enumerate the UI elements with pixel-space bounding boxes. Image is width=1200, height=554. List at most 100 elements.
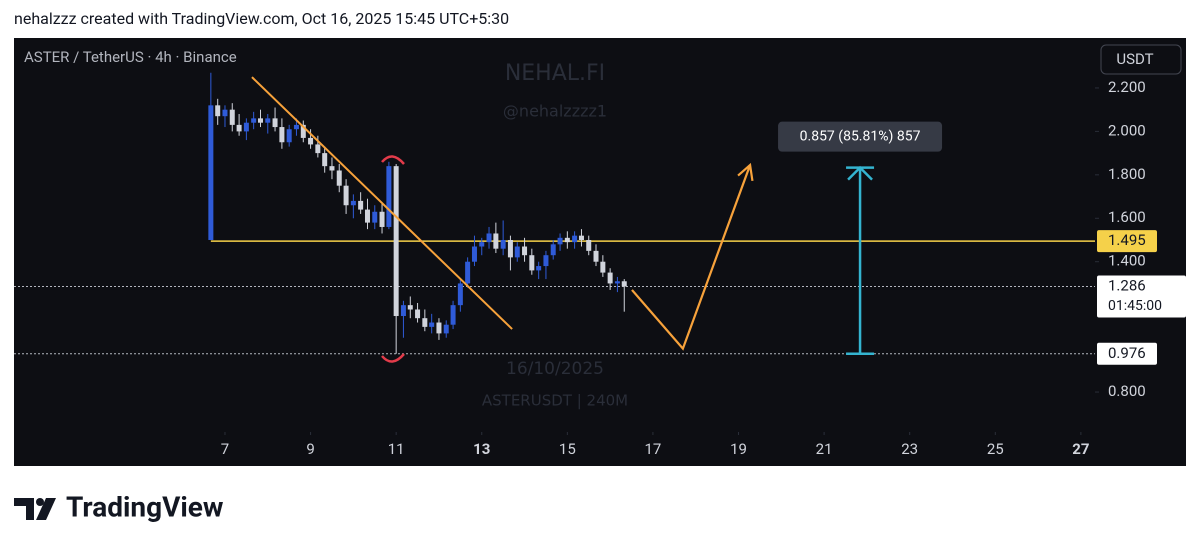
measure-arrowhead bbox=[847, 165, 873, 181]
candle-body bbox=[536, 266, 542, 271]
candle-body bbox=[215, 105, 221, 117]
candle-body bbox=[450, 305, 456, 325]
x-tick-label: 19 bbox=[730, 440, 747, 458]
candle-body bbox=[429, 322, 435, 327]
y-tick-label: 2.000 bbox=[1108, 121, 1146, 139]
candle-body bbox=[593, 250, 599, 262]
candle-body bbox=[322, 153, 328, 167]
candle-body bbox=[471, 246, 477, 262]
y-tick-label: 2.200 bbox=[1108, 78, 1146, 96]
candle-body bbox=[222, 109, 228, 117]
candle-body bbox=[272, 118, 278, 128]
candle-body bbox=[422, 318, 428, 327]
price-tag-label: 1.495 bbox=[1108, 231, 1146, 249]
candle-body bbox=[507, 239, 513, 258]
candle-body bbox=[293, 124, 299, 130]
y-tick-label: 1.400 bbox=[1108, 252, 1146, 270]
candle-body bbox=[457, 283, 463, 306]
x-tick-label: 7 bbox=[221, 440, 229, 458]
price-tag bbox=[1097, 342, 1157, 365]
candle-body bbox=[586, 239, 592, 251]
candle-body bbox=[257, 118, 263, 123]
x-tick-label: 25 bbox=[987, 440, 1004, 458]
candle-body bbox=[564, 237, 570, 243]
candle-body bbox=[336, 170, 342, 186]
x-tick-label: 9 bbox=[306, 440, 314, 458]
attribution: nehalzzz created with TradingView.com, O… bbox=[14, 9, 509, 28]
candle-body bbox=[251, 118, 257, 123]
candle-body bbox=[607, 272, 613, 284]
candle-body bbox=[343, 185, 349, 206]
candle-body bbox=[329, 166, 335, 171]
candle-body bbox=[308, 137, 314, 145]
candle-body bbox=[379, 211, 385, 227]
candle-body bbox=[465, 261, 471, 284]
candle-body bbox=[529, 255, 535, 271]
candle-body bbox=[386, 166, 392, 227]
x-tick-label: 23 bbox=[901, 440, 918, 458]
candle-body bbox=[572, 235, 578, 243]
candle-body bbox=[557, 237, 563, 245]
candle-body bbox=[364, 209, 370, 223]
y-tick-label: 0.800 bbox=[1108, 382, 1146, 400]
watermark: 16/10/2025 bbox=[506, 359, 604, 379]
price-tag bbox=[1097, 230, 1157, 253]
candle-body bbox=[415, 309, 421, 319]
candle-body bbox=[614, 281, 620, 284]
candle-body bbox=[350, 200, 356, 206]
candle-body bbox=[600, 261, 606, 273]
x-tick-label: 27 bbox=[1072, 440, 1089, 458]
candle-body bbox=[265, 118, 271, 123]
candle-body bbox=[550, 244, 556, 256]
candle-body bbox=[578, 235, 584, 240]
x-tick-label: 13 bbox=[473, 440, 490, 458]
watermark: ASTERUSDT | 240M bbox=[482, 392, 628, 410]
brand: TradingView bbox=[66, 490, 224, 523]
candle-body bbox=[479, 242, 485, 247]
candle-body bbox=[315, 144, 321, 154]
price-tag-label: 0.976 bbox=[1108, 344, 1146, 362]
candle-body bbox=[358, 200, 364, 210]
candle-body bbox=[372, 211, 378, 223]
x-tick-label: 11 bbox=[388, 440, 405, 458]
candle-body bbox=[436, 322, 442, 334]
currency-button[interactable] bbox=[1100, 44, 1182, 75]
measure-label: 0.857 (85.81%) 857 bbox=[800, 128, 921, 144]
candle-body bbox=[500, 239, 506, 249]
y-tick-label: 1.600 bbox=[1108, 208, 1146, 226]
candle-body bbox=[522, 246, 528, 256]
trend-line bbox=[251, 76, 513, 330]
candle-body bbox=[243, 122, 249, 132]
candle-body bbox=[400, 305, 406, 317]
currency[interactable]: USDT bbox=[1116, 50, 1153, 68]
logo bbox=[14, 498, 56, 520]
plot: 2.200 2.000 1.800 1.600 1.400 0.800 7 9 11 13 15 17… bbox=[14, 72, 1186, 458]
x-tick-label: 15 bbox=[559, 440, 576, 458]
watermark: @nehalzzzz1 bbox=[503, 102, 607, 121]
candle-body bbox=[229, 109, 235, 125]
candle-body bbox=[514, 246, 520, 258]
x-tick-label: 21 bbox=[816, 440, 833, 458]
projection-arrowhead bbox=[737, 162, 754, 182]
candle-body bbox=[208, 105, 214, 240]
candle-body bbox=[393, 166, 399, 317]
candle-body bbox=[443, 324, 449, 334]
y-tick-label: 1.800 bbox=[1108, 165, 1146, 183]
candle-body bbox=[621, 281, 627, 287]
countdown: 01:45:00 bbox=[1108, 298, 1162, 314]
candle-body bbox=[493, 233, 499, 249]
candle-body bbox=[279, 127, 285, 143]
price-tag bbox=[1097, 275, 1186, 318]
candle-body bbox=[407, 305, 413, 310]
candle-body bbox=[286, 129, 292, 143]
x-tick-label: 17 bbox=[644, 440, 661, 458]
candle-body bbox=[236, 124, 242, 132]
bracket bbox=[381, 155, 405, 165]
measure-label-box bbox=[778, 121, 943, 152]
symbol-title: ASTER / TetherUS · 4h · Binance bbox=[24, 48, 237, 66]
candle-body bbox=[486, 233, 492, 243]
candle-body bbox=[543, 255, 549, 267]
price-tag-label: 1.286 bbox=[1108, 276, 1146, 294]
